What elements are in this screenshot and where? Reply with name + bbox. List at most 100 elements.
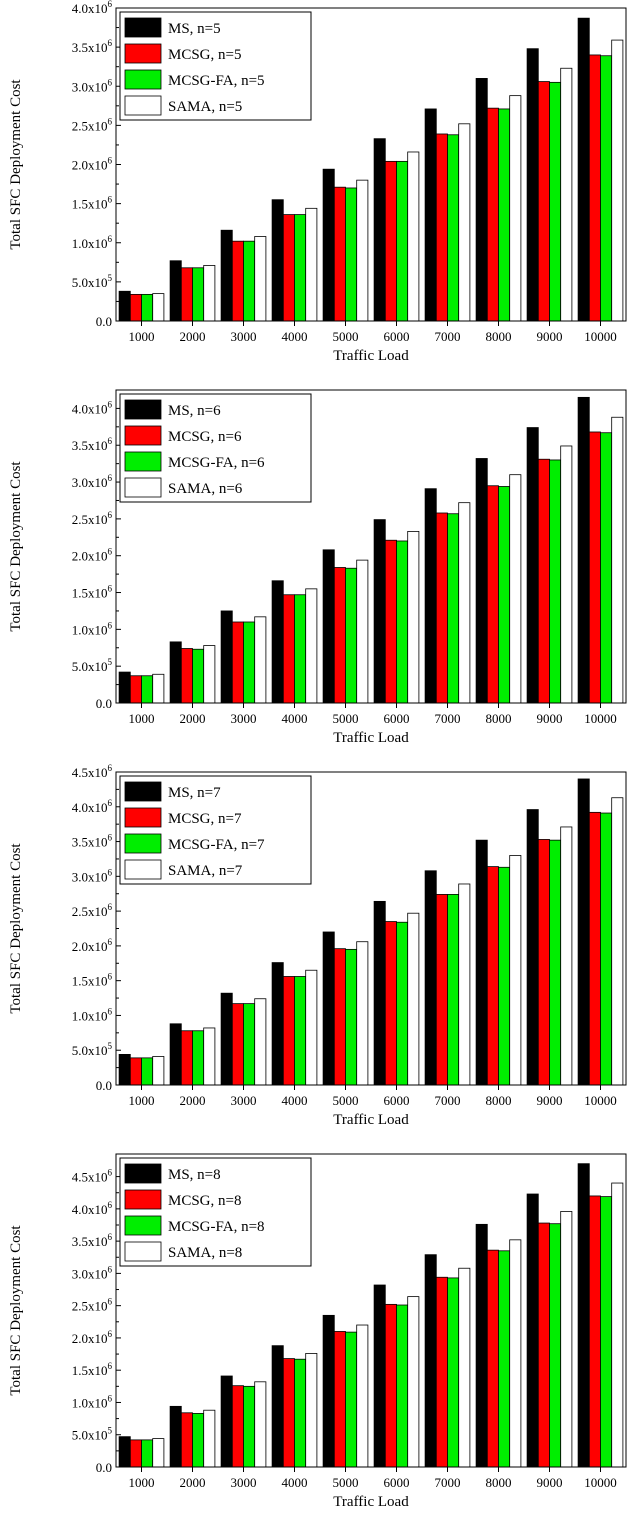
y-axis-label: Total SFC Deployment Cost [8,461,24,632]
bar-s3-c3 [243,1003,256,1086]
x-tick-label: 2000 [180,1475,206,1490]
bar-s2-c6 [384,160,397,322]
legend-swatch [124,69,162,90]
bar-s2-c3 [231,240,244,322]
y-tick-label: 3.5x106 [72,38,113,55]
x-tick-label: 5000 [333,1475,359,1490]
bar-s4-c10 [611,1182,624,1468]
x-tick-label: 1000 [129,711,155,726]
bar-s4-c9 [560,445,573,704]
y-tick-label: 1.0x106 [72,1393,113,1410]
x-tick-label: 6000 [384,329,410,344]
bar-s2-c9 [537,839,550,1086]
y-tick-label: 4.0x106 [72,0,113,16]
bar-s3-c7 [447,513,460,704]
y-tick-label: 4.0x106 [72,1200,113,1217]
bar-s2-c7 [435,894,448,1086]
x-tick-label: 2000 [180,1093,206,1108]
x-tick-label: 8000 [486,1475,512,1490]
bar-s3-c9 [549,839,562,1086]
bar-s1-c2 [169,641,182,704]
bar-s1-c5 [322,1314,335,1468]
bar-s3-c7 [447,134,460,322]
bar-s4-c6 [407,912,420,1086]
bar-s2-c6 [384,539,397,704]
bar-s3-c7 [447,894,460,1086]
bar-s2-c1 [129,1057,142,1086]
bar-s4-c7 [458,502,471,704]
bar-s4-c2 [203,1027,216,1086]
legend-label: MCSG-FA, n=6 [168,455,265,471]
bar-s4-c3 [254,236,267,322]
bar-s3-c10 [600,812,613,1086]
y-tick-label: 5.0x105 [72,1041,113,1058]
bar-s2-c7 [435,1276,448,1468]
legend-label: MCSG-FA, n=8 [168,1219,265,1235]
x-tick-label: 1000 [129,329,155,344]
bar-s4-c5 [356,1324,369,1468]
y-tick-label: 5.0x105 [72,273,113,290]
chart-panel-4: 0.0 5.0x105 1.0x106 1.5x106 2.0x106 2.5x106 3.… [8,1153,627,1510]
bar-s1-c9 [526,48,539,322]
bar-s3-c1 [141,675,154,704]
x-tick-label: 3000 [231,329,257,344]
plot-frame [115,389,627,704]
bar-s3-c8 [498,486,511,704]
bar-s3-c6 [396,160,409,322]
bar-s4-c10 [611,39,624,322]
y-tick-label: 2.0x106 [72,937,113,954]
x-tick-label: 2000 [180,711,206,726]
x-axis-label: Traffic Load [333,1112,409,1128]
bar-s2-c2 [180,648,193,704]
bar-s4-c9 [560,826,573,1086]
bar-s4-c9 [560,67,573,322]
y-tick-label: 1.0x106 [72,234,113,251]
bar-s3-c4 [294,594,307,704]
bar-s3-c1 [141,1439,154,1468]
bar-s4-c6 [407,530,420,704]
legend-swatch [124,807,162,828]
bar-s1-c3 [220,1375,233,1468]
chart-panel-1: 0.0 5.0x105 1.0x106 1.5x106 2.0x106 2.5x106 3.… [8,0,627,364]
x-tick-label: 9000 [537,1475,563,1490]
bar-s1-c1 [118,1436,131,1468]
bar-s1-c1 [118,290,131,322]
bar-s2-c1 [129,675,142,704]
legend-label: MS, n=7 [168,785,221,801]
bar-s1-c5 [322,168,335,322]
bar-s2-c4 [282,1358,295,1468]
y-axis-label: Total SFC Deployment Cost [8,843,24,1014]
bar-s4-c4 [305,969,318,1086]
bar-s4-c8 [509,855,522,1086]
bar-s1-c4 [271,1345,284,1468]
chart-panel-2: 0.0 5.0x105 1.0x106 1.5x106 2.0x106 2.5x106 3.… [8,389,627,746]
bar-s2-c9 [537,1222,550,1468]
bar-s2-c2 [180,1030,193,1086]
bar-s3-c9 [549,81,562,322]
bar-s1-c8 [475,78,488,322]
bar-s1-c3 [220,610,233,704]
bar-s1-c3 [220,229,233,322]
bar-s4-c4 [305,207,318,322]
bar-s4-c3 [254,998,267,1086]
bar-s2-c2 [180,267,193,322]
bar-s3-c5 [345,567,358,704]
legend-swatch [124,1163,162,1184]
bar-s1-c7 [424,870,437,1086]
bar-s4-c9 [560,1211,573,1468]
bar-s4-c5 [356,559,369,704]
bar-s2-c8 [486,485,499,704]
bar-s4-c10 [611,416,624,704]
bar-s3-c4 [294,976,307,1086]
bar-s4-c7 [458,1267,471,1468]
bar-s3-c8 [498,866,511,1086]
x-tick-label: 1000 [129,1093,155,1108]
bar-s3-c5 [345,948,358,1086]
bar-s2-c4 [282,594,295,704]
bar-s3-c9 [549,459,562,704]
legend-swatch [124,425,162,446]
x-tick-label: 8000 [486,1093,512,1108]
bar-s3-c8 [498,1250,511,1468]
y-tick-label: 3.5x106 [72,1232,113,1249]
bar-s4-c8 [509,95,522,322]
